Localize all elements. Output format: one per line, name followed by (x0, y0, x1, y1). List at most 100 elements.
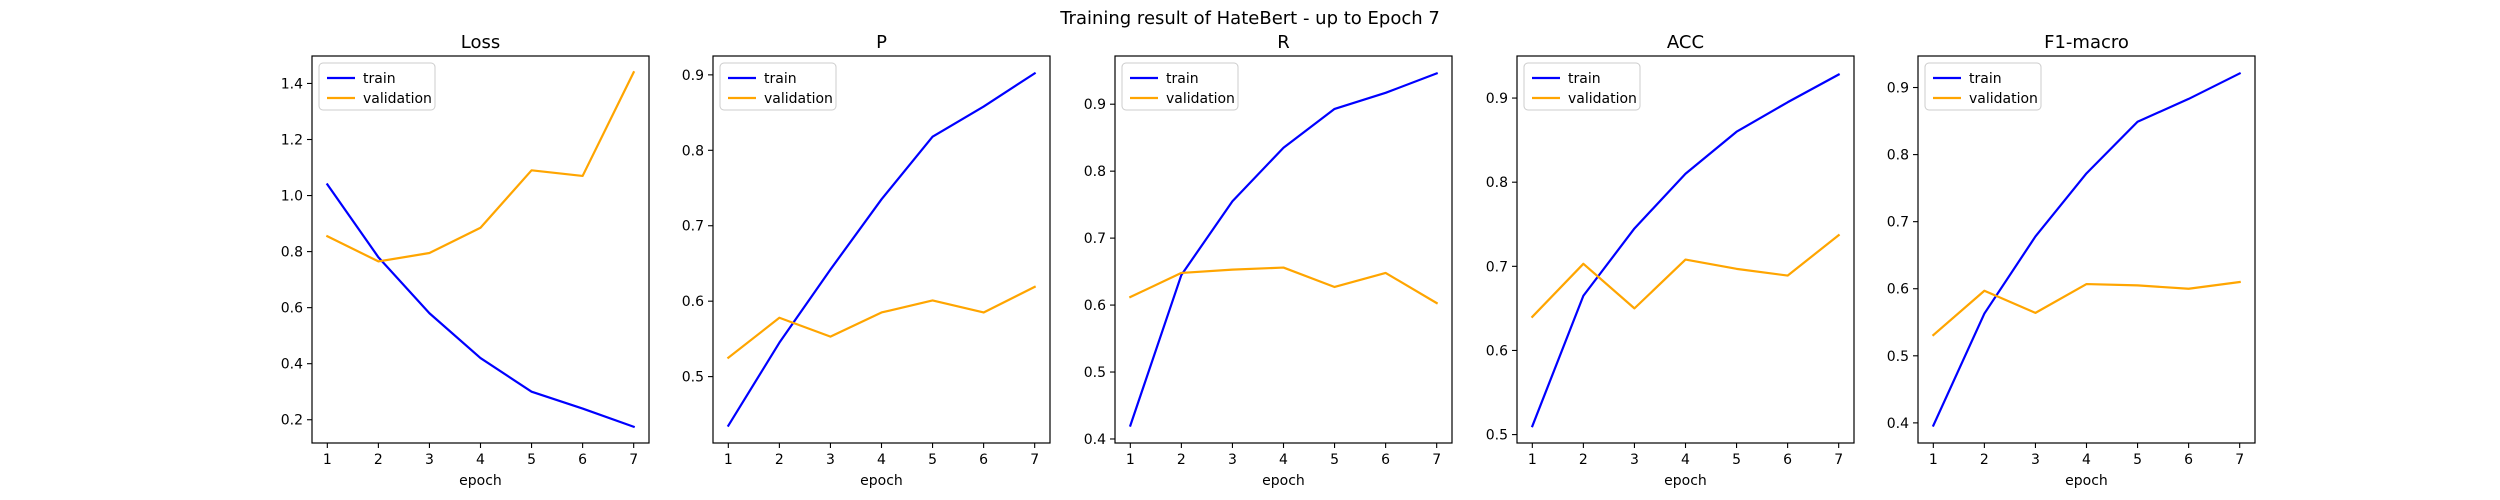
legend-label-train: train (363, 71, 396, 87)
series-line-validation (1530, 233, 1841, 319)
y-tick-label: 0.5 (1887, 349, 1909, 365)
y-tick-label: 0.5 (682, 370, 704, 386)
y-tick-label: 0.7 (1084, 231, 1106, 247)
y-tick-label: 0.8 (281, 245, 303, 261)
y-tick-label: 0.4 (281, 357, 303, 373)
x-tick-label: 4 (1681, 452, 1690, 468)
legend-label-train: train (764, 71, 797, 87)
y-tick-label: 0.4 (1084, 432, 1106, 448)
x-tick-label: 2 (1177, 452, 1186, 468)
legend: train validation (1924, 62, 2042, 111)
y-tick-label: 0.8 (1084, 164, 1106, 180)
y-tick-label: 0.7 (1887, 215, 1909, 231)
y-tick-label: 1.2 (281, 133, 303, 149)
x-tick-label: 5 (928, 452, 937, 468)
y-tick-label: 0.7 (682, 219, 704, 235)
x-axis-label: epoch (860, 473, 903, 489)
y-tick-label: 0.2 (281, 413, 303, 429)
x-tick-label: 4 (1279, 452, 1288, 468)
legend-label-train: train (1568, 71, 1601, 87)
x-tick-label: 4 (2082, 452, 2091, 468)
y-tick-label: 0.8 (1486, 175, 1508, 191)
panel-title: ACC (1667, 32, 1704, 53)
y-tick-label: 0.5 (1084, 365, 1106, 381)
x-axis-label: epoch (1664, 473, 1707, 489)
y-tick-label: 0.9 (682, 68, 704, 84)
legend-label-validation: validation (1568, 91, 1637, 107)
x-tick-label: 7 (1030, 452, 1039, 468)
x-tick-label: 2 (1980, 452, 1989, 468)
y-tick-label: 1.4 (281, 76, 303, 92)
series-line-validation (726, 285, 1037, 360)
series-line-train (1931, 71, 2242, 428)
legend-label-validation: validation (363, 91, 432, 107)
legend: train validation (1523, 62, 1641, 111)
chart-panel-1: Loss 1 2 3 4 5 6 7 0.2 0.4 0.6 0.8 1.0 1.2 1.4 epoch tra… (281, 32, 650, 489)
series-line-train (726, 71, 1037, 428)
legend: train validation (719, 62, 837, 111)
x-tick-label: 6 (1783, 452, 1792, 468)
y-tick-label: 0.8 (682, 143, 704, 159)
x-tick-label: 1 (724, 452, 733, 468)
x-tick-label: 6 (1381, 452, 1390, 468)
x-tick-label: 3 (826, 452, 835, 468)
legend-label-validation: validation (764, 91, 833, 107)
series-line-validation (1128, 266, 1439, 305)
x-tick-label: 7 (2235, 452, 2244, 468)
y-tick-label: 0.8 (1887, 148, 1909, 164)
plot-frame (1917, 55, 2256, 444)
x-tick-label: 1 (1929, 452, 1938, 468)
y-tick-label: 1.0 (281, 189, 303, 205)
plot-frame (712, 55, 1051, 444)
x-tick-label: 3 (425, 452, 434, 468)
y-tick-label: 0.9 (1084, 97, 1106, 113)
y-tick-label: 0.6 (682, 294, 704, 310)
y-tick-label: 0.6 (281, 301, 303, 317)
plot-frame (311, 55, 650, 444)
x-tick-label: 2 (775, 452, 784, 468)
legend-label-train: train (1166, 71, 1199, 87)
x-axis-label: epoch (459, 473, 502, 489)
x-tick-label: 1 (323, 452, 332, 468)
x-tick-label: 3 (2031, 452, 2040, 468)
x-tick-label: 2 (374, 452, 383, 468)
figure-title: Training result of HateBert - up to Epoc… (1059, 8, 1440, 29)
legend-label-validation: validation (1166, 91, 1235, 107)
y-tick-label: 0.4 (1887, 416, 1909, 432)
x-tick-label: 7 (1432, 452, 1441, 468)
y-tick-label: 0.5 (1486, 428, 1508, 444)
x-tick-label: 6 (2184, 452, 2193, 468)
x-tick-label: 1 (1126, 452, 1135, 468)
legend: train validation (318, 62, 436, 111)
y-tick-label: 0.6 (1084, 298, 1106, 314)
chart-panel-2: P 1 2 3 4 5 6 7 0.5 0.6 0.7 0.8 0.9 epoch train validat… (682, 32, 1051, 489)
x-tick-label: 4 (476, 452, 485, 468)
chart-panel-4: ACC 1 2 3 4 5 6 7 0.5 0.6 0.7 0.8 0.9 epoch train valid… (1486, 32, 1855, 489)
x-axis-label: epoch (1262, 473, 1305, 489)
x-tick-label: 7 (629, 452, 638, 468)
x-tick-label: 5 (1732, 452, 1741, 468)
x-axis-label: epoch (2065, 473, 2108, 489)
x-tick-label: 4 (877, 452, 886, 468)
series-line-train (1128, 71, 1439, 427)
x-tick-label: 3 (1630, 452, 1639, 468)
y-tick-label: 0.6 (1486, 343, 1508, 359)
y-tick-label: 0.9 (1887, 81, 1909, 97)
y-tick-label: 0.9 (1486, 91, 1508, 107)
chart-panel-5: F1-macro 1 2 3 4 5 6 7 0.4 0.5 0.6 0.7 0.8 0.9 epoch tr… (1887, 32, 2256, 489)
panel-title: R (1277, 32, 1290, 53)
series-line-train (325, 182, 636, 429)
x-tick-label: 7 (1834, 452, 1843, 468)
y-tick-label: 0.6 (1887, 282, 1909, 298)
x-tick-label: 6 (979, 452, 988, 468)
plot-frame (1516, 55, 1855, 444)
series-line-validation (325, 70, 636, 263)
x-tick-label: 1 (1528, 452, 1537, 468)
plot-frame (1114, 55, 1453, 444)
legend: train validation (1121, 62, 1239, 111)
x-tick-label: 6 (578, 452, 587, 468)
x-tick-label: 3 (1228, 452, 1237, 468)
y-tick-label: 0.7 (1486, 259, 1508, 275)
series-line-train (1530, 73, 1841, 428)
